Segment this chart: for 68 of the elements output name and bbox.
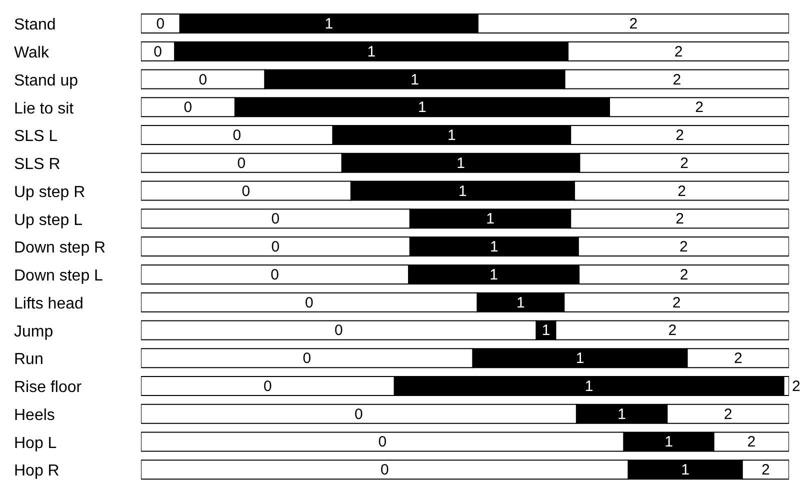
y-tick-label: Up step R	[14, 184, 86, 201]
text: 0	[304, 294, 314, 312]
text: 0	[232, 127, 242, 144]
text: 1	[664, 434, 673, 451]
y-tick-label: Rise floor	[14, 379, 82, 396]
text: 1	[618, 406, 626, 423]
text: 2	[672, 71, 682, 88]
text: 0	[302, 350, 312, 368]
text: 1	[681, 462, 690, 479]
y-tick-label: Down step L	[14, 268, 104, 285]
text: 2	[676, 210, 684, 228]
series-label: 2	[629, 16, 638, 32]
y-tick-label: Stand	[14, 16, 56, 34]
text: 0	[334, 322, 343, 340]
text: 2	[680, 266, 688, 284]
text: 0	[271, 210, 280, 228]
text: 2	[680, 238, 688, 256]
text: 2	[674, 43, 683, 60]
text: 1	[418, 99, 426, 116]
text: 0	[264, 378, 272, 395]
text: 0	[354, 406, 363, 423]
text: 2	[762, 462, 770, 479]
text: 2	[676, 127, 684, 144]
text: 1	[576, 350, 584, 368]
text: 1	[584, 378, 594, 395]
y-tick-label: Lifts head	[14, 295, 84, 312]
text: 0	[184, 99, 192, 116]
series-label: 0	[156, 16, 165, 32]
text: 2	[724, 406, 732, 423]
text: 0	[380, 462, 389, 479]
text: 2	[680, 154, 689, 172]
text: 2	[695, 99, 704, 116]
y-tick-label: Down step R	[14, 240, 106, 257]
text: 1	[456, 154, 465, 172]
text: 1	[490, 238, 498, 256]
y-tick-label: Up step L	[14, 212, 83, 229]
y-tick-label: Stand up	[14, 72, 78, 90]
y-tick-label: SLS R	[14, 156, 60, 174]
text: 1	[448, 127, 456, 144]
y-tick-label: Run	[14, 351, 44, 368]
text: 0	[237, 154, 246, 172]
text: 2	[747, 434, 756, 451]
text: 1	[410, 71, 419, 88]
y-tick-label: Jump	[14, 323, 54, 340]
y-tick-label: Walk	[14, 44, 50, 62]
series-label: 1	[324, 16, 334, 32]
text: 1	[542, 322, 550, 340]
y-tick-label: Hop R	[14, 462, 60, 480]
text: 0	[270, 266, 279, 284]
text: 2	[678, 182, 686, 200]
text: 1	[458, 182, 467, 200]
y-tick-label: SLS L	[14, 128, 58, 146]
text: 0	[378, 434, 387, 451]
text: 2	[668, 322, 677, 340]
text: 2	[792, 378, 800, 395]
text: 2	[734, 350, 742, 368]
text: 0	[242, 182, 250, 200]
y-tick-label: Heels	[14, 406, 55, 424]
text: 2	[672, 294, 681, 312]
text: 1	[486, 210, 494, 228]
text: 1	[490, 266, 498, 284]
text: 1	[516, 294, 525, 312]
text: 0	[271, 238, 280, 256]
text: 1	[367, 43, 376, 60]
text: 0	[198, 71, 208, 88]
y-tick-label: Lie to sit	[14, 100, 74, 118]
y-tick-label: Hop L	[14, 434, 57, 452]
text: 0	[154, 43, 162, 60]
